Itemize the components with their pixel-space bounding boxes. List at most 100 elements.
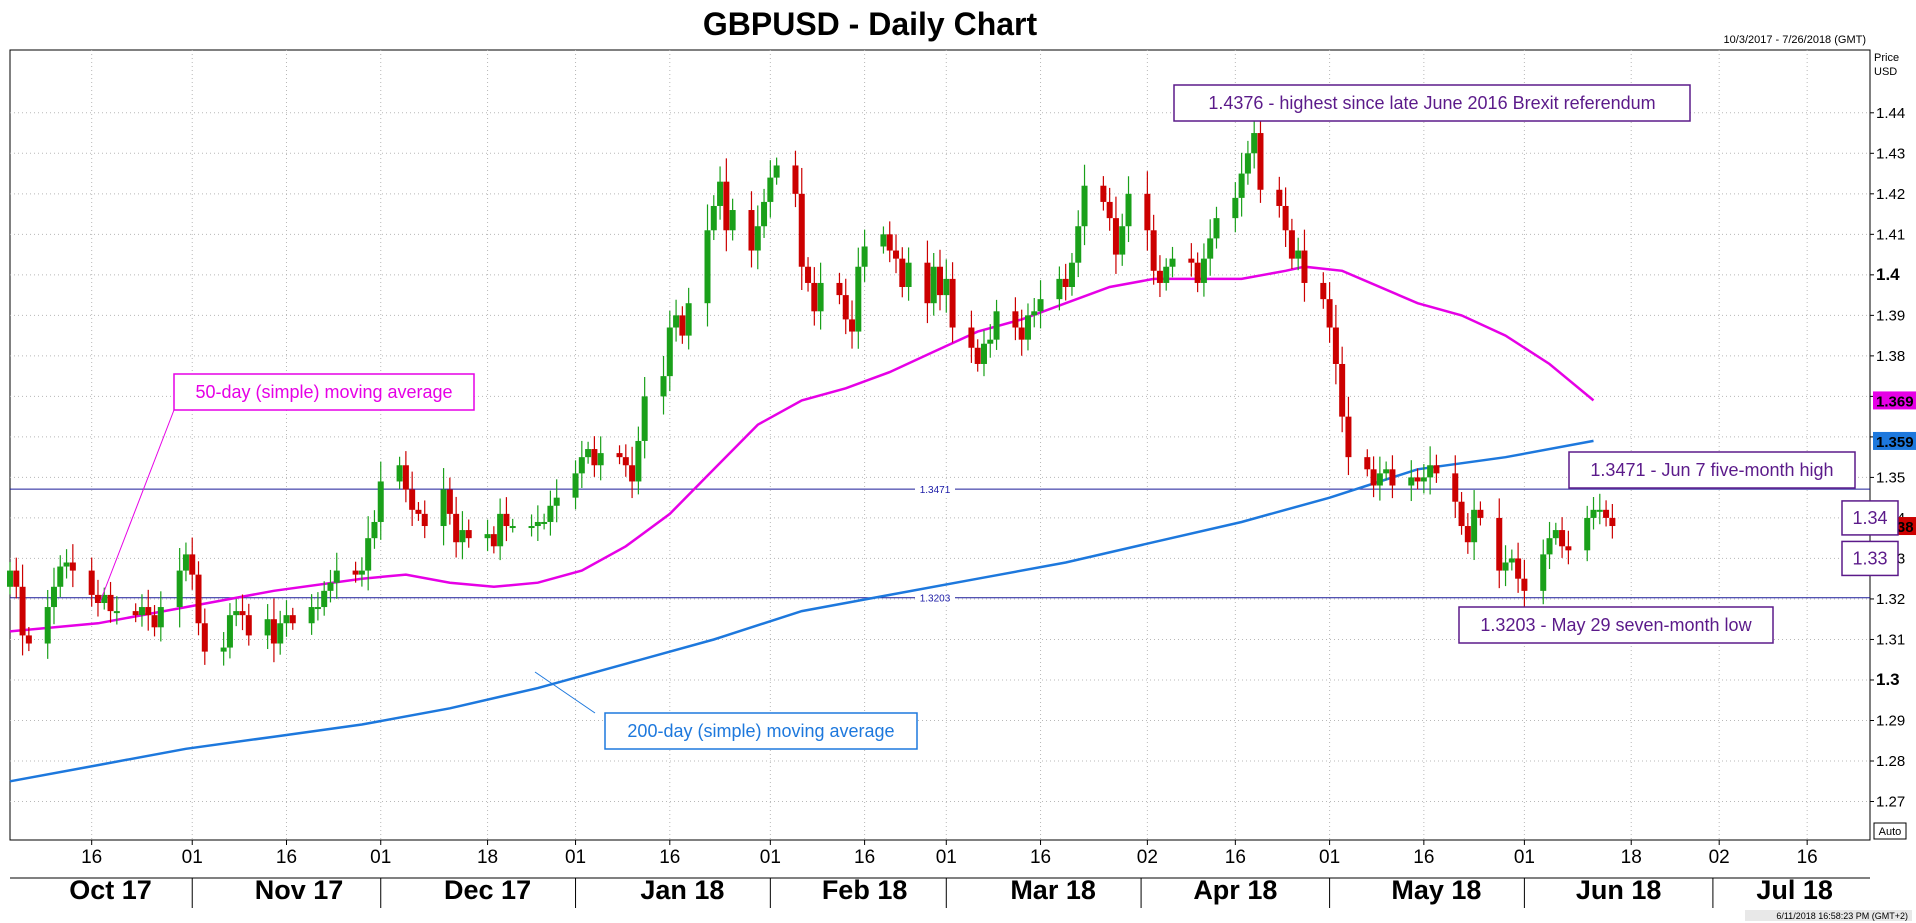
date-range: 10/3/2017 - 7/26/2018 (GMT): [1724, 34, 1866, 46]
candle-up: [980, 343, 987, 364]
candle-up: [371, 521, 378, 539]
candle-up: [1031, 311, 1038, 316]
candle-down: [1194, 262, 1201, 283]
candle-up: [57, 566, 64, 587]
x-tick-label: 01: [1319, 847, 1340, 868]
price-tag-label: 1.359: [1876, 434, 1914, 451]
level-lines: 1.3471 1.3203: [10, 483, 1870, 605]
candle-down: [1276, 189, 1283, 206]
month-label: Oct 17: [69, 875, 152, 905]
candles: [7, 116, 1616, 666]
month-label: Mar 18: [1010, 875, 1096, 905]
candle-up: [1119, 226, 1126, 255]
candle-up: [327, 582, 334, 591]
candle-up: [1590, 509, 1597, 518]
candle-up: [729, 210, 736, 231]
candle-down: [1112, 218, 1119, 255]
candle-up: [1207, 238, 1214, 259]
candle-up: [7, 570, 13, 587]
candle-up: [541, 521, 548, 524]
y-axis-label-price: Price: [1874, 52, 1899, 64]
candle-up: [484, 534, 491, 539]
candle-up: [459, 530, 466, 543]
candle-down: [616, 453, 623, 458]
candle-up: [528, 526, 535, 529]
candle-up: [704, 230, 711, 304]
candle-up: [1508, 558, 1515, 563]
price-tag-label: 1.369: [1876, 393, 1914, 410]
candle-down: [1458, 501, 1465, 527]
auto-button[interactable]: [1873, 822, 1907, 840]
candle-down: [503, 513, 510, 527]
month-label: Jan 18: [640, 875, 724, 905]
candle-down: [1609, 517, 1616, 527]
candle-down: [1156, 270, 1163, 283]
candle-down: [415, 509, 422, 514]
candle-up: [176, 570, 183, 608]
month-label: Jul 18: [1756, 875, 1833, 905]
candle-down: [968, 327, 975, 348]
candle-down: [893, 250, 900, 259]
candle-down: [1477, 509, 1484, 518]
candle-down: [1326, 299, 1333, 328]
candle-up: [1169, 258, 1176, 267]
candle-down: [402, 465, 409, 490]
x-tick-label: 18: [477, 847, 498, 868]
candle-up: [761, 201, 768, 227]
x-tick-label: 01: [182, 847, 203, 868]
candle-down: [1018, 327, 1025, 340]
candle-down: [629, 465, 636, 482]
candle-up: [1584, 517, 1591, 551]
y-tick-label: 1.31: [1876, 631, 1905, 648]
candle-up: [817, 282, 824, 312]
candle-down: [591, 449, 598, 466]
candle-down: [811, 282, 818, 312]
candle-up: [754, 226, 761, 251]
candle-up: [585, 449, 592, 458]
candle-up: [572, 473, 579, 498]
y-tick-label: 1.29: [1876, 712, 1905, 729]
candle-down: [1100, 185, 1107, 202]
candle-down: [1364, 457, 1371, 470]
y-tick-label: 1.44: [1876, 105, 1905, 122]
candle-up: [1540, 554, 1547, 591]
x-tick-label: 02: [1137, 847, 1158, 868]
price-tag-bg: [1873, 431, 1916, 450]
level-label: 1.3471: [920, 485, 951, 496]
candle-up: [1376, 473, 1383, 486]
y-axis-label-usd: USD: [1874, 66, 1897, 78]
candle-up: [641, 396, 648, 441]
x-tick-label: 01: [936, 847, 957, 868]
leader-50-day-ma: [99, 409, 175, 603]
annotation-50-day-ma: 50-day (simple) moving average: [195, 382, 452, 402]
candle-down: [949, 278, 956, 328]
moving-averages: [9, 265, 1595, 783]
auto-label[interactable]: Auto: [1879, 826, 1902, 838]
candle-up: [1546, 538, 1553, 555]
moving-average-line: [9, 265, 1595, 633]
candle-up: [685, 303, 692, 336]
candle-up: [1251, 133, 1258, 154]
candle-up: [773, 165, 780, 178]
candle-up: [635, 440, 642, 482]
candle-up: [987, 339, 994, 344]
month-label: Dec 17: [444, 875, 531, 905]
y-tick-label: 1.38: [1876, 348, 1905, 365]
candle-down: [446, 489, 453, 514]
candle-up: [1163, 266, 1170, 283]
x-tick-label: 02: [1709, 847, 1730, 868]
candle-down: [195, 574, 202, 624]
footer-bar: [1745, 910, 1912, 921]
candle-up: [930, 266, 937, 304]
x-tick-label: 16: [276, 847, 297, 868]
candle-up: [1427, 465, 1434, 478]
plot-frame: [9, 49, 1871, 841]
candle-up: [1502, 562, 1509, 571]
candle-up: [717, 181, 724, 206]
candle-down: [409, 489, 416, 510]
candle-up: [365, 538, 372, 571]
candle-down: [1150, 230, 1157, 271]
month-label: Jun 18: [1576, 875, 1662, 905]
